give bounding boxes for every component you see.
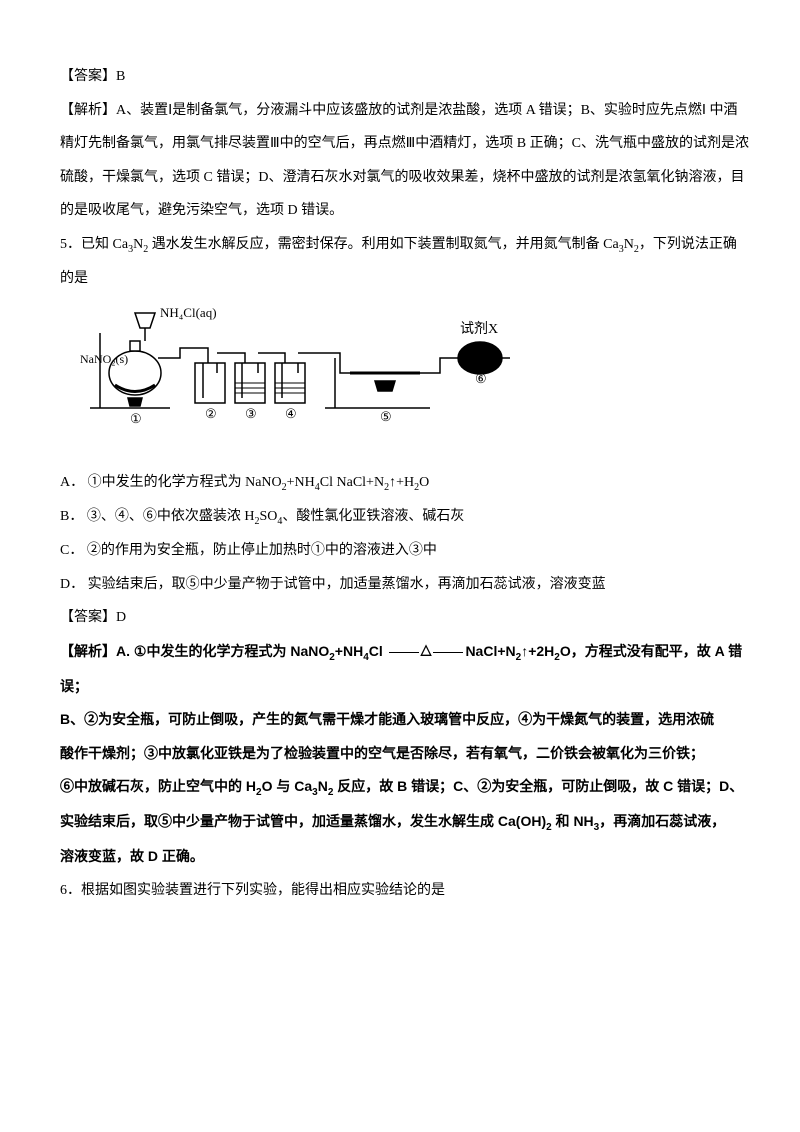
opt-b-3: 、酸性氯化亚铁溶液、碱石灰 <box>282 509 464 524</box>
opt-a-1: A． ①中发生的化学方程式为 NaNO <box>60 475 282 490</box>
option-d: D． 实验结束后，取⑤中少量产物于试管中，加适量蒸馏水，再滴加石蕊试液，溶液变蓝 <box>60 568 750 602</box>
opt-b-1: B． ③、④、⑥中依次盛装浓 H <box>60 509 254 524</box>
exp5-1b: +NH <box>335 643 363 659</box>
q5-text-b: N <box>133 237 143 252</box>
q5-text-d: N <box>624 237 634 252</box>
opt-a-5: O <box>419 475 429 490</box>
reaction-line-icon <box>433 652 463 653</box>
explanation-4-body: A、装置Ⅰ是制备氯气，分液漏斗中应该盛放的试剂是浓盐酸，选项 A 错误；B、实验… <box>60 103 749 219</box>
fig-num-5: ⑤ <box>380 409 392 424</box>
explanation-5-line-2: B、②为安全瓶，可防止倒吸，产生的氮气需干燥才能通入玻璃管中反应，④为干燥氮气的… <box>60 703 750 737</box>
explanation-5-line-1: 【解析】A. ①中发生的化学方程式为 NaNO2+NH4Cl △NaCl+N2↑… <box>60 635 750 703</box>
explanation-5-line-3: 酸作干燥剂；③中放氯化亚铁是为了检验装置中的空气是否除尽，若有氧气，二价铁会被氧… <box>60 737 750 771</box>
exp5-5c: ，再滴加石蕊试液， <box>599 813 725 829</box>
exp5-4c: N <box>318 778 328 794</box>
fig-num-3: ③ <box>245 406 257 421</box>
exp5-1c: Cl <box>369 643 387 659</box>
exp5-4a: ⑥中放碱石灰，防止空气中的 H <box>60 778 256 794</box>
answer-4-label: 【答案】B <box>60 60 750 94</box>
document-page: 【答案】B 【解析】A、装置Ⅰ是制备氯气，分液漏斗中应该盛放的试剂是浓盐酸，选项… <box>0 0 800 947</box>
exp5-5b: 和 NH <box>552 813 594 829</box>
exp5-1e: ↑+2H <box>521 643 554 659</box>
exp5-5a: 实验结束后，取⑤中少量产物于试管中，加适量蒸馏水，发生水解生成 Ca(OH) <box>60 813 546 829</box>
fig-num-4: ④ <box>285 406 297 421</box>
fig-num-1: ① <box>130 411 142 426</box>
nh4cl-label: NH₄Cl(aq) <box>160 305 217 320</box>
delta-icon: △ <box>421 641 432 657</box>
opt-a-3: Cl NaCl+N <box>320 475 384 490</box>
explanation-5-line-6: 溶液变蓝，故 D 正确。 <box>60 840 750 874</box>
q5-text-a: 5．已知 Ca <box>60 237 128 252</box>
explanation-5-line-5: 实验结束后，取⑤中少量产物于试管中，加适量蒸馏水，发生水解生成 Ca(OH)2 … <box>60 805 750 840</box>
exp5-4b: O 与 Ca <box>262 778 313 794</box>
question-5-stem: 5．已知 Ca3N2 遇水发生水解反应，需密封保存。利用如下装置制取氮气，并用氮… <box>60 228 750 295</box>
answer-5-label: 【答案】D <box>60 601 750 635</box>
exp5-4d: 反应，故 B 错误；C、②为安全瓶，可防止倒吸，故 C 错误；D、 <box>333 778 743 794</box>
exp5-1d: NaCl+N <box>465 643 515 659</box>
apparatus-figure: NH₄Cl(aq) NaNO₂(s) 试剂X ① ② ③ ④ ⑤ ⑥ <box>80 303 750 458</box>
exp5-label: 【解析】 <box>60 643 116 659</box>
nano2-label: NaNO₂(s) <box>80 352 128 366</box>
option-b: B． ③、④、⑥中依次盛装浓 H2SO4、酸性氯化亚铁溶液、碱石灰 <box>60 500 750 534</box>
explanation-5-line-4: ⑥中放碱石灰，防止空气中的 H2O 与 Ca3N2 反应，故 B 错误；C、②为… <box>60 770 750 805</box>
question-6-stem: 6．根据如图实验装置进行下列实验，能得出相应实验结论的是 <box>60 874 750 908</box>
q5-text-c: 遇水发生水解反应，需密封保存。利用如下装置制取氮气，并用氮气制备 Ca <box>148 237 619 252</box>
option-c: C． ②的作用为安全瓶，防止停止加热时①中的溶液进入③中 <box>60 534 750 568</box>
opt-a-4: ↑+H <box>389 475 414 490</box>
exp5-1a: A. ①中发生的化学方程式为 NaNO <box>116 643 329 659</box>
opt-a-2: +NH <box>287 475 315 490</box>
explanation-4-label: 【解析】 <box>60 103 116 118</box>
option-a: A． ①中发生的化学方程式为 NaNO2+NH4Cl NaCl+N2↑+H2O <box>60 466 750 500</box>
explanation-4: 【解析】A、装置Ⅰ是制备氯气，分液漏斗中应该盛放的试剂是浓盐酸，选项 A 错误；… <box>60 94 750 228</box>
reagent-x-label: 试剂X <box>460 321 498 337</box>
opt-b-2: SO <box>259 509 277 524</box>
fig-num-6: ⑥ <box>475 371 487 386</box>
reaction-line-icon <box>389 652 419 653</box>
fig-num-2: ② <box>205 406 217 421</box>
